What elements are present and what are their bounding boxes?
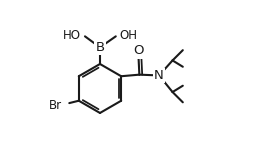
- Text: O: O: [133, 44, 144, 58]
- Text: Br: Br: [49, 99, 62, 112]
- Text: N: N: [154, 69, 164, 82]
- Text: OH: OH: [120, 29, 138, 42]
- Text: HO: HO: [63, 29, 81, 42]
- Text: B: B: [95, 41, 105, 54]
